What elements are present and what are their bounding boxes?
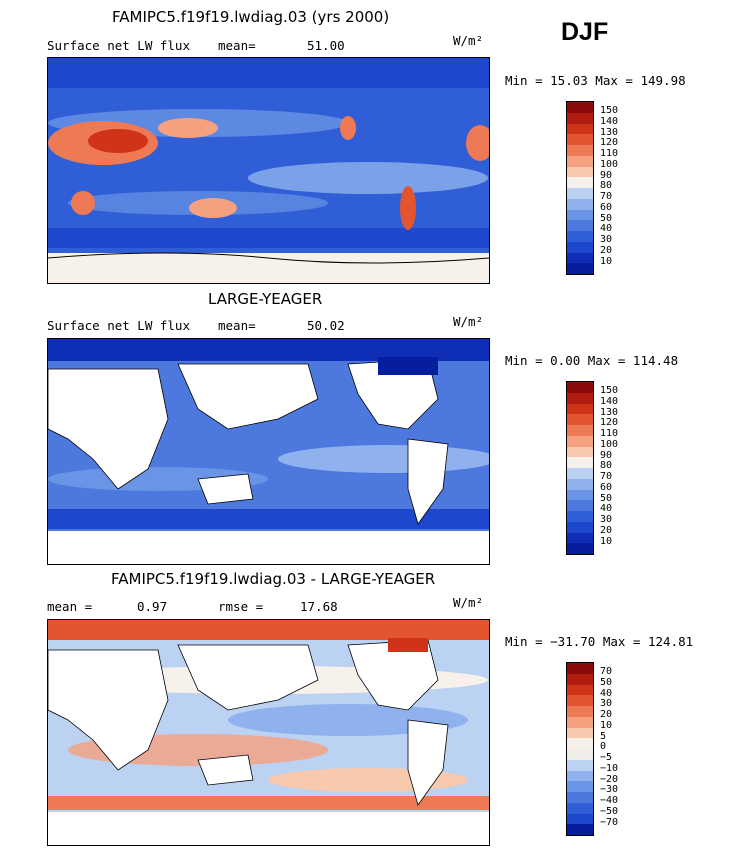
colorbar-tick-label: 80 [600, 460, 613, 472]
colorbar-tick-label: 30 [600, 234, 613, 245]
panel1-minmax: Min = 15.03 Max = 149.98 [505, 73, 686, 88]
panel2-mean-label: mean= [218, 318, 256, 333]
colorbar-tick-label: 30 [600, 698, 613, 710]
colorbar-tick-label: 150 [600, 105, 619, 116]
colorbar-tick-label: 40 [600, 503, 613, 515]
colorbar-tick-label: 140 [600, 115, 619, 127]
colorbar-tick-label: 50 [600, 492, 613, 504]
panel2-units: W/m² [453, 314, 484, 329]
panel2-colorbar-labels: 150 140 130 120 110 100 90 80 70 60 50 4… [600, 385, 619, 547]
colorbar-tick-label: 20 [600, 244, 613, 256]
panel3-colorbar-labels: 70 50 40 30 20 10 5 0 −5 −10 −20 −30 −40… [600, 666, 619, 828]
panel1-subtitle: Surface net LW flux [47, 38, 190, 53]
colorbar-tick-label: −30 [600, 784, 619, 796]
colorbar-tick-label: 60 [600, 201, 613, 213]
colorbar-tick-label: 100 [600, 438, 619, 450]
panel2-map [47, 338, 490, 565]
panel3-minmax: Min = −31.70 Max = 124.81 [505, 634, 694, 649]
panel2-subtitle: Surface net LW flux [47, 318, 190, 333]
colorbar-tick-label: 30 [600, 514, 613, 525]
colorbar-tick-label: 110 [600, 148, 619, 159]
colorbar-tick-label: 50 [600, 212, 613, 224]
panel1-title: FAMIPC5.f19f19.lwdiag.03 (yrs 2000) [112, 8, 390, 26]
colorbar-tick-label: 50 [600, 676, 613, 688]
panel2-mean-value: 50.02 [307, 318, 345, 333]
colorbar-tick-label: 20 [600, 524, 613, 536]
colorbar-tick-label: −5 [600, 752, 613, 763]
colorbar-tick-label: 10 [600, 255, 613, 267]
colorbar-tick-label: −50 [600, 805, 619, 817]
colorbar-tick-label: 130 [600, 126, 619, 138]
colorbar-tick-label: −40 [600, 795, 619, 806]
colorbar-tick-label: 5 [600, 730, 607, 742]
colorbar-tick-label: 100 [600, 158, 619, 170]
colorbar-tick-label: 110 [600, 428, 619, 439]
panel3-title: FAMIPC5.f19f19.lwdiag.03 - LARGE-YEAGER [111, 570, 436, 588]
panel3-map [47, 619, 490, 846]
panel1-mean-value: 51.00 [307, 38, 345, 53]
panel1-units: W/m² [453, 33, 484, 48]
panel1-colorbar [566, 101, 594, 275]
season-label: DJF [561, 18, 609, 46]
panel2-colorbar [566, 381, 594, 555]
colorbar-tick-label: 140 [600, 395, 619, 407]
colorbar-tick-label: 130 [600, 406, 619, 418]
panel1-mean-label: mean= [218, 38, 256, 53]
panel3-mean-value: 0.97 [137, 599, 168, 614]
panel3-colorbar [566, 662, 594, 836]
colorbar-tick-label: 60 [600, 481, 613, 493]
colorbar-tick-label: −20 [600, 773, 619, 785]
panel1-colorbar-labels: 150 140 130 120 110 100 90 80 70 60 50 4… [600, 105, 619, 267]
colorbar-tick-label: 120 [600, 137, 619, 149]
colorbar-tick-label: 90 [600, 449, 613, 461]
colorbar-tick-label: 90 [600, 169, 613, 181]
panel1-map [47, 57, 490, 284]
colorbar-tick-label: −70 [600, 816, 619, 828]
colorbar-tick-label: 40 [600, 223, 613, 235]
colorbar-tick-label: 150 [600, 385, 619, 396]
colorbar-tick-label: 120 [600, 417, 619, 429]
colorbar-tick-label: 80 [600, 180, 613, 192]
panel2-minmax: Min = 0.00 Max = 114.48 [505, 353, 679, 368]
colorbar-tick-label: 70 [600, 471, 613, 482]
colorbar-tick-label: 0 [600, 741, 607, 753]
colorbar-tick-label: 70 [600, 191, 613, 202]
panel3-rmse-label: rmse = [218, 599, 264, 614]
panel2-title: LARGE-YEAGER [208, 290, 323, 308]
colorbar-tick-label: 10 [600, 535, 613, 547]
colorbar-tick-label: 70 [600, 666, 613, 677]
colorbar-tick-label: 10 [600, 719, 613, 731]
colorbar-tick-label: −10 [600, 762, 619, 774]
panel3-units: W/m² [453, 595, 484, 610]
colorbar-tick-label: 40 [600, 687, 613, 699]
panel3-mean-label: mean = [47, 599, 93, 614]
panel3-rmse-value: 17.68 [300, 599, 338, 614]
colorbar-tick-label: 20 [600, 709, 613, 720]
